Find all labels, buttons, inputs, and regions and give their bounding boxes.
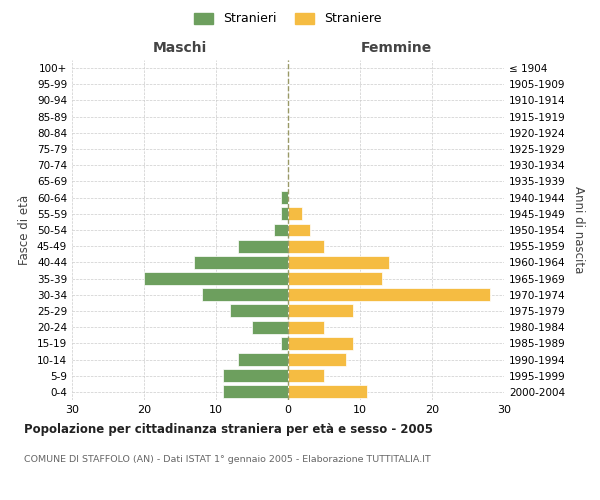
Bar (288, 208, 302, 220)
Text: Maschi: Maschi (153, 41, 207, 55)
Bar (223, 369, 288, 382)
Legend: Stranieri, Straniere: Stranieri, Straniere (191, 8, 385, 29)
Y-axis label: Anni di nascita: Anni di nascita (572, 186, 585, 274)
Bar (274, 224, 288, 236)
Bar (288, 353, 346, 366)
Text: Femmine: Femmine (361, 41, 431, 55)
Bar (238, 240, 288, 252)
Bar (288, 386, 367, 398)
Bar (223, 386, 288, 398)
Bar (194, 256, 288, 269)
Bar (288, 320, 324, 334)
Bar (288, 224, 310, 236)
Bar (144, 272, 288, 285)
Bar (288, 256, 389, 269)
Bar (288, 272, 382, 285)
Bar (281, 208, 288, 220)
Bar (288, 304, 353, 318)
Bar (202, 288, 288, 301)
Bar (281, 191, 288, 204)
Bar (252, 320, 288, 334)
Bar (288, 288, 490, 301)
Y-axis label: Fasce di età: Fasce di età (19, 195, 31, 265)
Bar (288, 369, 324, 382)
Bar (238, 353, 288, 366)
Bar (281, 337, 288, 350)
Bar (288, 337, 353, 350)
Bar (230, 304, 288, 318)
Text: COMUNE DI STAFFOLO (AN) - Dati ISTAT 1° gennaio 2005 - Elaborazione TUTTITALIA.I: COMUNE DI STAFFOLO (AN) - Dati ISTAT 1° … (24, 455, 431, 464)
Text: Popolazione per cittadinanza straniera per età e sesso - 2005: Popolazione per cittadinanza straniera p… (24, 422, 433, 436)
Bar (288, 240, 324, 252)
